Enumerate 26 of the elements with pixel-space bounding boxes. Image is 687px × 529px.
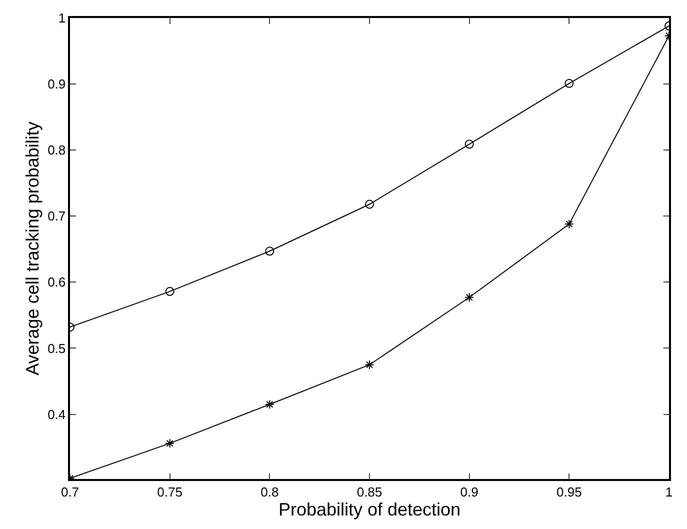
point xyxy=(265,246,274,256)
y-tick-label: 0.5 xyxy=(48,340,66,356)
point xyxy=(165,438,175,448)
point xyxy=(165,286,174,296)
point xyxy=(264,400,274,410)
y-axis-title: Average cell tracking probability xyxy=(22,122,42,376)
x-tick-label: 0.8 xyxy=(260,484,279,500)
y-tick-label: 0.8 xyxy=(48,142,66,158)
x-axis-title: Probability of detection xyxy=(278,499,461,520)
x-tick-label: 0.75 xyxy=(157,484,182,500)
point xyxy=(464,140,474,149)
y-tick-label: 0.7 xyxy=(48,208,66,224)
point xyxy=(464,292,474,302)
y-tick-label: 1 xyxy=(58,10,66,26)
point xyxy=(564,219,574,229)
x-tick-label: 0.85 xyxy=(356,484,382,500)
x-tick-label: 0.7 xyxy=(60,484,80,500)
y-tick-label: 0.6 xyxy=(48,274,66,290)
point xyxy=(564,78,574,88)
point xyxy=(365,200,374,209)
x-tick-label: 0.95 xyxy=(556,484,582,500)
x-tick-label: 1 xyxy=(665,484,673,500)
y-tick-label: 0.9 xyxy=(48,76,66,92)
point xyxy=(364,360,374,370)
y-tick-label: 0.4 xyxy=(48,406,66,422)
x-tick-label: 0.9 xyxy=(460,484,478,500)
